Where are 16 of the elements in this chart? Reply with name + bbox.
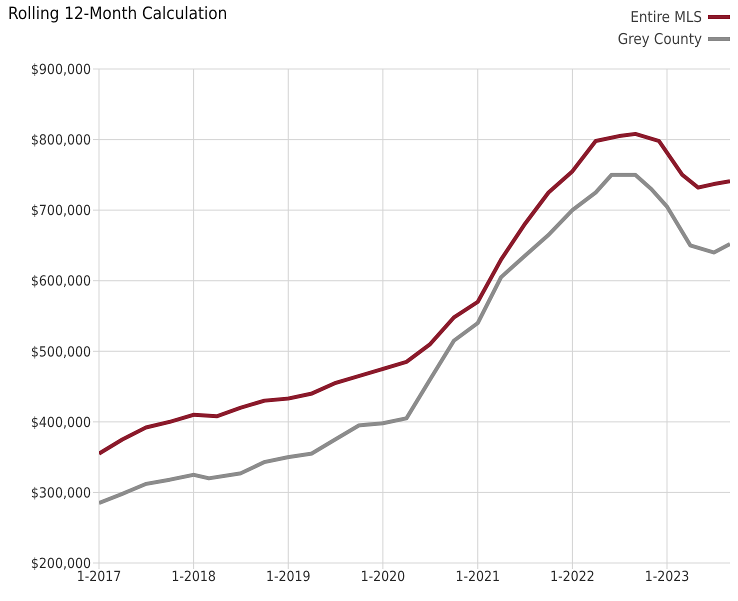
y-tick-label: $500,000 xyxy=(30,344,91,360)
chart-title: Rolling 12-Month Calculation xyxy=(8,4,228,24)
y-tick-label: $400,000 xyxy=(30,414,91,431)
legend-label: Entire MLS xyxy=(630,8,702,26)
y-tick-label: $900,000 xyxy=(30,62,91,78)
x-tick-label: 1-2020 xyxy=(360,568,406,585)
y-tick-label: $800,000 xyxy=(30,132,91,149)
x-tick-label: 1-2022 xyxy=(550,568,595,585)
y-tick-label: $300,000 xyxy=(30,485,91,502)
x-tick-label: 1-2023 xyxy=(644,568,690,585)
y-tick-label: $700,000 xyxy=(30,203,91,220)
x-tick-label: 1-2021 xyxy=(455,568,500,585)
y-tick-label: $600,000 xyxy=(30,274,91,290)
legend-label: Grey County xyxy=(618,30,702,48)
x-tick-label: 1-2018 xyxy=(171,568,216,585)
x-tick-label: 1-2019 xyxy=(266,568,311,585)
